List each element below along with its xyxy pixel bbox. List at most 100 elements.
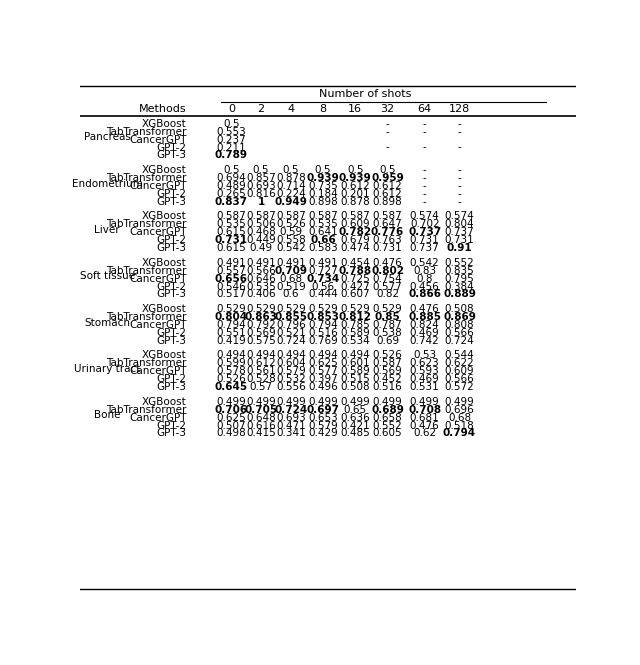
Text: TabTransformer: TabTransformer (106, 173, 187, 183)
Text: GPT-2: GPT-2 (157, 189, 187, 199)
Text: 0.578: 0.578 (216, 366, 246, 376)
Text: 0.646: 0.646 (246, 273, 276, 283)
Text: 0.587: 0.587 (246, 211, 276, 221)
Text: 0.612: 0.612 (372, 189, 403, 199)
Text: 0.616: 0.616 (246, 420, 276, 430)
Text: Methods: Methods (139, 104, 187, 114)
Text: CancerGPT: CancerGPT (129, 181, 187, 191)
Text: GPT-2: GPT-2 (157, 328, 187, 338)
Text: CancerGPT: CancerGPT (129, 412, 187, 423)
Text: 0.623: 0.623 (410, 358, 440, 368)
Text: CancerGPT: CancerGPT (129, 227, 187, 237)
Text: 0: 0 (228, 104, 235, 114)
Text: 0.727: 0.727 (308, 265, 338, 276)
Text: XGBoost: XGBoost (142, 165, 187, 175)
Text: 0.763: 0.763 (372, 235, 403, 245)
Text: 0.796: 0.796 (276, 320, 306, 330)
Text: 0.91: 0.91 (447, 243, 472, 253)
Text: 0.491: 0.491 (308, 258, 338, 268)
Text: 0.604: 0.604 (276, 358, 306, 368)
Text: 0.579: 0.579 (276, 366, 306, 376)
Text: 0.542: 0.542 (276, 243, 306, 253)
Text: 0.534: 0.534 (340, 336, 370, 346)
Text: Bone: Bone (94, 410, 120, 420)
Text: 0.889: 0.889 (443, 289, 476, 299)
Text: TabTransformer: TabTransformer (106, 405, 187, 415)
Text: 0.529: 0.529 (308, 304, 338, 314)
Text: TabTransformer: TabTransformer (106, 265, 187, 276)
Text: 0.609: 0.609 (445, 366, 474, 376)
Text: XGBoost: XGBoost (142, 397, 187, 407)
Text: 0.498: 0.498 (216, 428, 246, 438)
Text: Pancreas: Pancreas (84, 132, 131, 142)
Text: 0.499: 0.499 (246, 397, 276, 407)
Text: 0.528: 0.528 (246, 374, 276, 384)
Text: 0.384: 0.384 (445, 281, 474, 291)
Text: 0.57: 0.57 (250, 382, 273, 392)
Text: 0.587: 0.587 (372, 211, 403, 221)
Text: 0.837: 0.837 (214, 197, 248, 207)
Text: 0.526: 0.526 (372, 350, 403, 360)
Text: 0.878: 0.878 (276, 173, 306, 183)
Text: 0.959: 0.959 (371, 173, 404, 183)
Text: 0.787: 0.787 (372, 320, 403, 330)
Text: 0.656: 0.656 (215, 273, 248, 283)
Text: 0.535: 0.535 (216, 219, 246, 229)
Text: 0.552: 0.552 (445, 258, 474, 268)
Text: 0.615: 0.615 (216, 227, 246, 237)
Text: 0.499: 0.499 (308, 397, 338, 407)
Text: 4: 4 (287, 104, 294, 114)
Text: 0.855: 0.855 (275, 312, 307, 322)
Text: 0.794: 0.794 (216, 320, 246, 330)
Text: 0.789: 0.789 (215, 150, 248, 160)
Text: 0.697: 0.697 (307, 405, 340, 415)
Text: 0.508: 0.508 (340, 382, 370, 392)
Text: 0.702: 0.702 (410, 219, 440, 229)
Text: 16: 16 (348, 104, 362, 114)
Text: 0.612: 0.612 (246, 358, 276, 368)
Text: 0.85: 0.85 (374, 312, 401, 322)
Text: 0.577: 0.577 (372, 281, 403, 291)
Text: 0.53: 0.53 (413, 350, 436, 360)
Text: -: - (423, 181, 427, 191)
Text: XGBoost: XGBoost (142, 304, 187, 314)
Text: 0.866: 0.866 (408, 289, 441, 299)
Text: 0.835: 0.835 (445, 265, 474, 276)
Text: 0.515: 0.515 (340, 374, 370, 384)
Text: 0.454: 0.454 (340, 258, 370, 268)
Text: 0.529: 0.529 (246, 304, 276, 314)
Text: 0.737: 0.737 (408, 227, 442, 237)
Text: TabTransformer: TabTransformer (106, 126, 187, 136)
Text: 0.489: 0.489 (216, 181, 246, 191)
Text: 0.622: 0.622 (445, 358, 474, 368)
Text: 0.5: 0.5 (282, 165, 299, 175)
Text: 0.224: 0.224 (276, 189, 306, 199)
Text: 0.552: 0.552 (372, 420, 403, 430)
Text: 0.808: 0.808 (445, 320, 474, 330)
Text: 0.898: 0.898 (308, 197, 338, 207)
Text: 0.452: 0.452 (372, 374, 403, 384)
Text: 0.587: 0.587 (340, 211, 370, 221)
Text: 0.535: 0.535 (308, 219, 338, 229)
Text: -: - (458, 173, 461, 183)
Text: 0.949: 0.949 (275, 197, 307, 207)
Text: 0.508: 0.508 (445, 304, 474, 314)
Text: 0.599: 0.599 (216, 358, 246, 368)
Text: 0.589: 0.589 (340, 328, 370, 338)
Text: 0.491: 0.491 (246, 258, 276, 268)
Text: CancerGPT: CancerGPT (129, 320, 187, 330)
Text: 0.449: 0.449 (246, 235, 276, 245)
Text: 0.625: 0.625 (308, 358, 338, 368)
Text: 0.641: 0.641 (308, 227, 338, 237)
Text: 0.569: 0.569 (372, 366, 403, 376)
Text: 0.499: 0.499 (340, 397, 370, 407)
Text: 0.526: 0.526 (216, 374, 246, 384)
Text: 0.499: 0.499 (276, 397, 306, 407)
Text: 0.566: 0.566 (445, 374, 474, 384)
Text: 0.785: 0.785 (340, 320, 370, 330)
Text: 0.802: 0.802 (371, 265, 404, 276)
Text: 0.714: 0.714 (276, 181, 306, 191)
Text: 0.201: 0.201 (340, 189, 370, 199)
Text: 0.612: 0.612 (372, 181, 403, 191)
Text: 0.724: 0.724 (276, 336, 306, 346)
